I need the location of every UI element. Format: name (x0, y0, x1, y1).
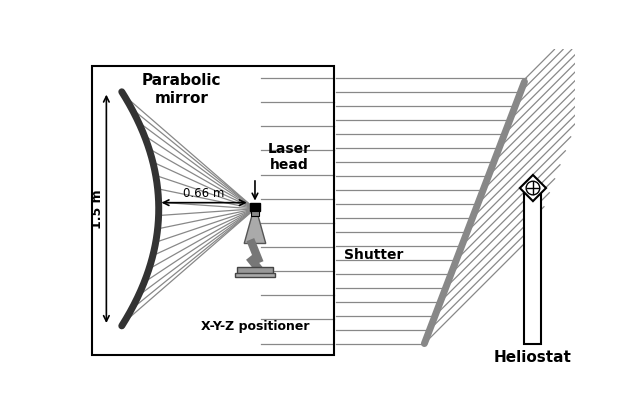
Polygon shape (524, 190, 542, 344)
Polygon shape (235, 273, 275, 277)
Text: Shutter: Shutter (344, 248, 403, 262)
Text: 1.5 m: 1.5 m (91, 189, 104, 229)
Text: Heliostat: Heliostat (494, 350, 572, 365)
Text: 0.66 m: 0.66 m (183, 187, 225, 199)
Text: X-Y-Z positioner: X-Y-Z positioner (201, 320, 309, 333)
Polygon shape (249, 204, 260, 211)
Text: Laser
head: Laser head (268, 142, 311, 172)
Text: Parabolic
mirror: Parabolic mirror (142, 73, 222, 106)
Polygon shape (237, 267, 272, 274)
Polygon shape (244, 216, 266, 243)
Polygon shape (520, 175, 546, 201)
Polygon shape (251, 211, 259, 216)
